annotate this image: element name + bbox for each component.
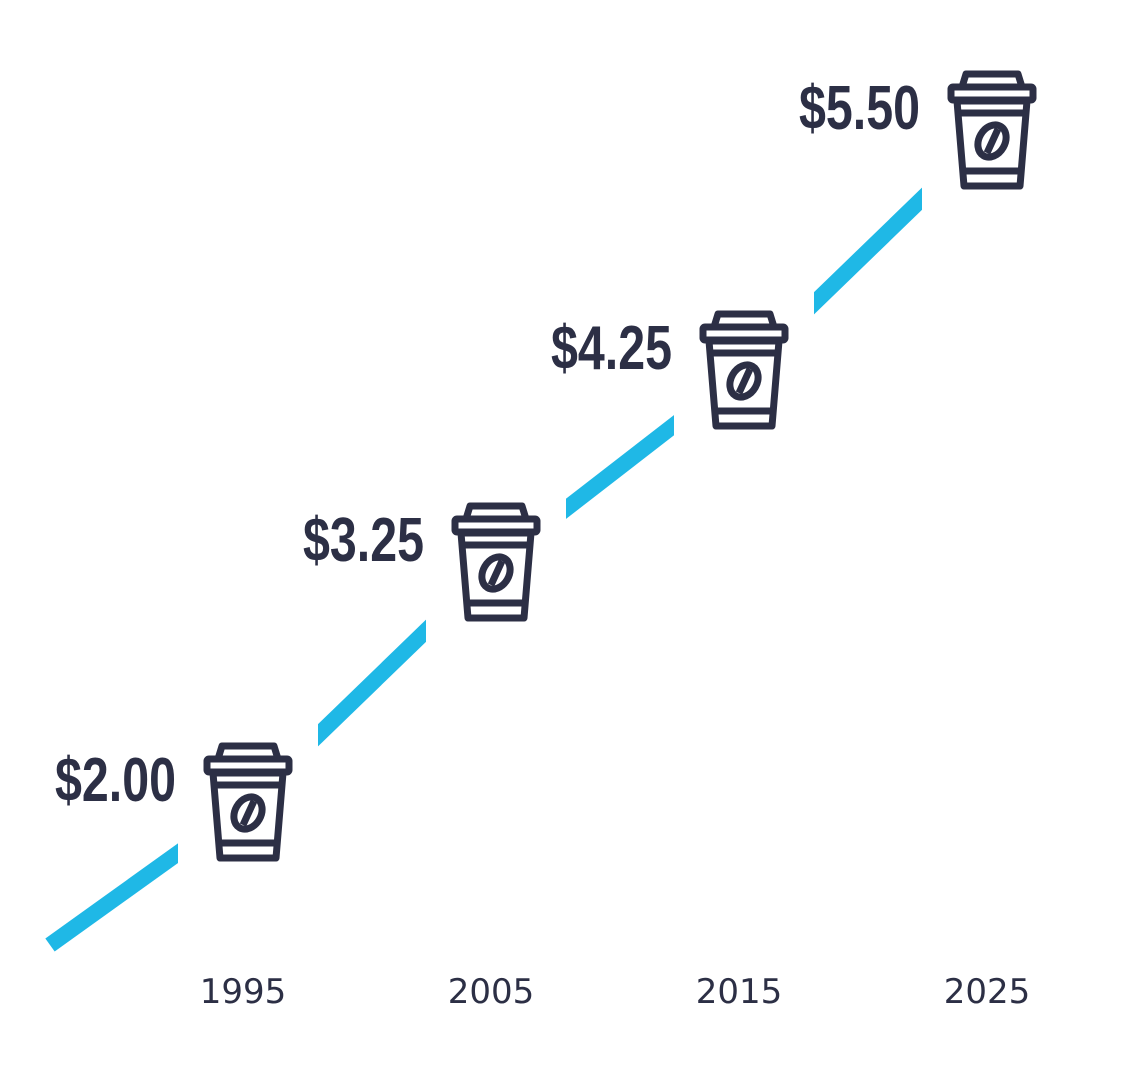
bean-crease [239, 799, 258, 827]
bean-crease [983, 127, 1002, 155]
x-tick-label: 2005 [448, 972, 535, 1012]
price-label-group: $3.25 [303, 505, 424, 574]
cup-rim [451, 515, 541, 536]
bean-crease [487, 559, 506, 587]
x-tick-label: 2025 [944, 972, 1031, 1012]
coffee-cup [674, 291, 814, 451]
cup-rim [947, 83, 1037, 104]
x-tick-label: 1995 [200, 972, 287, 1012]
cup-rim [699, 323, 789, 344]
price-label: $4.25 [551, 313, 672, 382]
cup-rim [203, 755, 293, 776]
price-label: $5.50 [799, 73, 920, 142]
price-label-group: $5.50 [799, 73, 920, 142]
price-label: $3.25 [303, 505, 424, 574]
coffee-cup [426, 483, 566, 643]
x-tick-label: 2015 [696, 972, 783, 1012]
price-label-group: $2.00 [55, 745, 176, 814]
price-label: $2.00 [55, 745, 176, 814]
price-line [242, 125, 998, 809]
price-label-group: $4.25 [551, 313, 672, 382]
coffee-cup [922, 51, 1062, 211]
coffee-cup [178, 723, 318, 883]
bean-crease [735, 367, 754, 395]
